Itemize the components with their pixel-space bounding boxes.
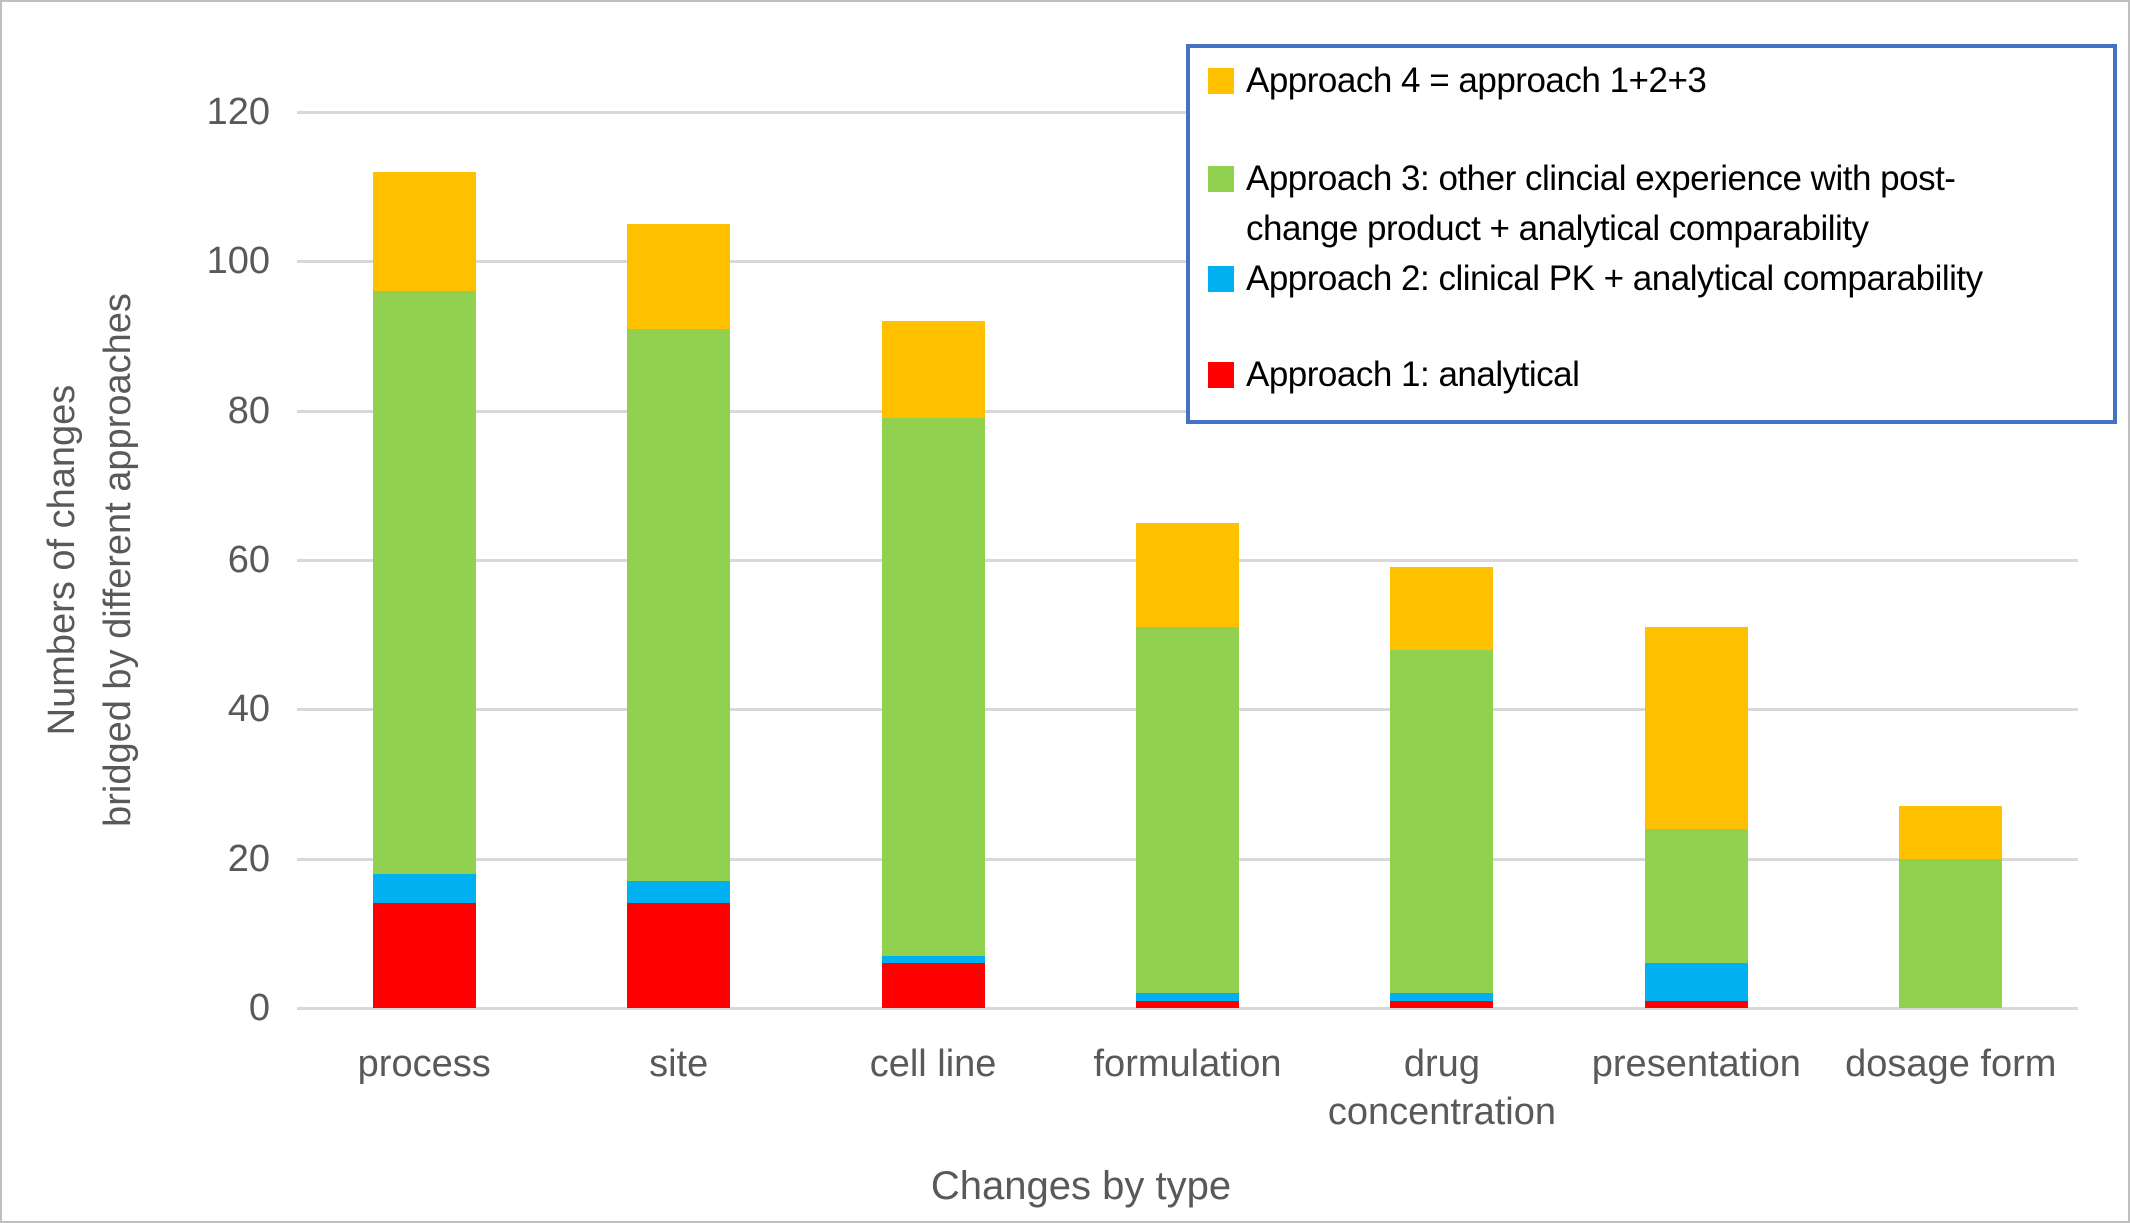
bar-formulation-series-3 [1136, 627, 1239, 994]
bar-formulation-series-2 [1136, 993, 1239, 1001]
bar-cell-line-series-3 [881, 418, 985, 956]
bar-presentation-series-1 [1644, 1000, 1748, 1008]
legend-entry-approach-2: Approach 2: clinical PK + analytical com… [1208, 254, 2095, 304]
bar-site-series-4 [627, 224, 731, 329]
x-category-label-cell-line: cell line [869, 1043, 997, 1085]
x-category-label-dosage-form: dosage form [1845, 1043, 2057, 1085]
y-tick-label-20: 20 [227, 837, 270, 880]
bar-process-series-3 [372, 291, 476, 874]
y-tick-label-120: 120 [206, 91, 270, 133]
bar-presentation-series-2 [1644, 963, 1748, 1001]
bar-site-series-2 [627, 881, 731, 904]
legend-entry-approach-3: Approach 3: other clincial experience wi… [1208, 154, 2095, 254]
bar-site-series-3 [627, 328, 731, 882]
x-axis-title: Changes by type [930, 1164, 1232, 1208]
legend-swatch-approach-3 [1208, 166, 1234, 192]
bar-process-series-2 [372, 873, 476, 904]
gridline-y-0 [297, 1007, 2078, 1010]
bar-formulation-series-4 [1136, 522, 1239, 628]
legend-swatch-approach-1 [1208, 362, 1234, 388]
x-category-label-drug-concentration: drug concentration [1327, 1043, 1556, 1133]
bar-dosage-form-series-3 [1899, 858, 2003, 1008]
legend-label-approach-4: Approach 4 = approach 1+2+3 [1246, 61, 1707, 100]
legend-entry-approach-4: Approach 4 = approach 1+2+3 [1208, 56, 2095, 106]
bar-site-series-1 [627, 903, 731, 1008]
bar-cell-line-series-4 [881, 321, 985, 419]
x-category-label-site: site [649, 1043, 709, 1085]
x-category-label-presentation: presentation [1591, 1043, 1801, 1085]
y-tick-label-60: 60 [227, 539, 270, 581]
x-category-label-process: process [357, 1043, 491, 1085]
bar-presentation-series-3 [1644, 828, 1748, 964]
bar-cell-line-series-1 [881, 963, 985, 1008]
legend-label-approach-2: Approach 2: clinical PK + analytical com… [1246, 259, 1983, 298]
bar-drug-concentration-series-2 [1390, 993, 1494, 1001]
y-tick-label-0: 0 [248, 987, 270, 1029]
y-axis-title-line1: Numbers of changes [41, 384, 83, 736]
legend-swatch-approach-4 [1208, 68, 1234, 94]
x-category-label-formulation: formulation [1093, 1043, 1282, 1085]
bar-process-series-1 [372, 903, 476, 1008]
bar-formulation-series-1 [1136, 1000, 1239, 1008]
y-axis-title-line2: bridged by different approaches [97, 293, 139, 827]
y-tick-label-80: 80 [227, 389, 270, 432]
bar-presentation-series-4 [1644, 627, 1748, 829]
y-tick-label-100: 100 [206, 240, 270, 283]
legend-label-approach-3: Approach 3: other clincial experience wi… [1246, 159, 1956, 248]
legend-label-approach-1: Approach 1: analytical [1246, 355, 1580, 394]
bar-drug-concentration-series-1 [1390, 1000, 1494, 1008]
bar-drug-concentration-series-4 [1390, 567, 1494, 650]
bar-dosage-form-series-4 [1899, 806, 2003, 859]
legend-swatch-approach-2 [1208, 266, 1234, 292]
bar-process-series-4 [372, 171, 476, 292]
legend-box: Approach 4 = approach 1+2+3 Approach 3: … [1186, 44, 2117, 424]
y-axis-title: Numbers of changes bridged by different … [34, 10, 146, 1110]
legend-entry-approach-1: Approach 1: analytical [1208, 350, 2095, 400]
bar-cell-line-series-2 [881, 955, 985, 964]
y-tick-label-40: 40 [227, 688, 270, 731]
bar-drug-concentration-series-3 [1390, 649, 1494, 994]
